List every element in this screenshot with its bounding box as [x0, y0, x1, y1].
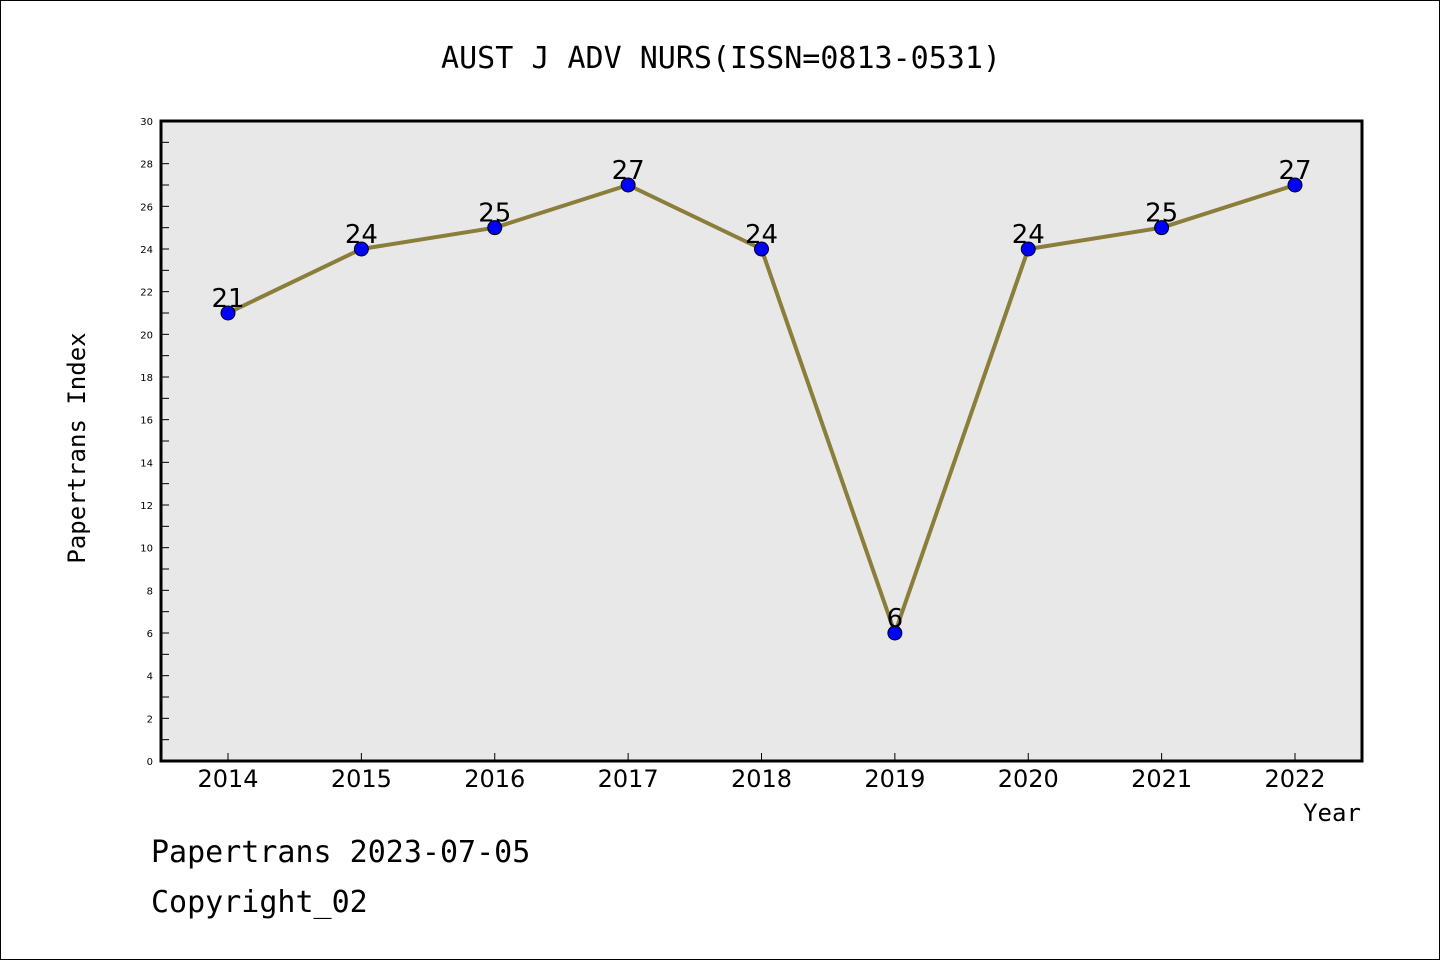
data-label: 24 — [345, 220, 378, 250]
y-tick-label: 4 — [147, 672, 153, 683]
y-tick-label: 18 — [140, 373, 153, 384]
x-tick-label: 2022 — [1264, 765, 1325, 793]
plot-frame — [159, 119, 1364, 763]
data-label: 25 — [1145, 199, 1178, 229]
data-point-marker — [1154, 220, 1170, 236]
data-point-marker — [754, 241, 769, 257]
x-tick-label: 2020 — [998, 765, 1059, 793]
y-tick-label: 8 — [147, 586, 153, 597]
data-point-marker — [1020, 241, 1036, 257]
y-tick-label: 6 — [147, 629, 153, 640]
data-point-marker — [1287, 177, 1303, 193]
y-tick-label: 22 — [140, 288, 153, 299]
data-labels: 21 24 25 27 24 6 24 25 27 — [211, 156, 1311, 634]
x-tick-label: 2018 — [731, 765, 792, 793]
data-label: 27 — [612, 156, 645, 186]
y-tick-label: 30 — [140, 117, 153, 128]
footer-date: Papertrans 2023-07-05 — [151, 835, 531, 870]
x-tick-label: 2016 — [464, 765, 525, 793]
y-tick-label: 14 — [140, 458, 153, 469]
y-tick-label: 26 — [140, 202, 153, 213]
data-label: 21 — [211, 284, 244, 314]
x-axis-title: Year — [1303, 799, 1361, 827]
y-tick-label: 12 — [140, 501, 153, 512]
data-point-marker — [220, 305, 236, 321]
y-tick-label: 2 — [147, 714, 153, 725]
x-tick-label: 2019 — [864, 765, 925, 793]
y-tick-label: 28 — [140, 160, 153, 171]
plot-area — [161, 121, 1362, 761]
y-tick-label: 0 — [147, 757, 153, 768]
x-tick-label: 2014 — [197, 765, 258, 793]
data-label: 6 — [887, 604, 904, 634]
data-point-marker — [353, 241, 369, 257]
data-label: 27 — [1278, 156, 1311, 186]
data-point-marker — [887, 625, 903, 641]
x-tick-label: 2021 — [1131, 765, 1192, 793]
y-tick-label: 10 — [140, 544, 153, 555]
y-tick-label: 16 — [140, 416, 153, 427]
footer-copyright: Copyright_02 — [151, 885, 368, 920]
chart-title: AUST J ADV NURS(ISSN=0813-0531) — [441, 41, 1001, 76]
data-point-marker — [620, 177, 636, 193]
data-label: 24 — [1012, 220, 1045, 250]
x-tick-label: 2015 — [331, 765, 392, 793]
y-tick-label: 20 — [140, 330, 153, 341]
data-label: 24 — [745, 220, 778, 250]
series-line-group — [220, 177, 1303, 641]
x-tick-label: 2017 — [598, 765, 659, 793]
x-axis: 2014 2015 2016 2017 2018 2019 2020 2021 2022 — [197, 753, 1326, 793]
data-point-marker — [487, 220, 503, 236]
data-label: 25 — [478, 199, 511, 229]
y-axis-title: Papertrans Index — [63, 332, 91, 563]
y-tick-label: 24 — [140, 245, 153, 256]
